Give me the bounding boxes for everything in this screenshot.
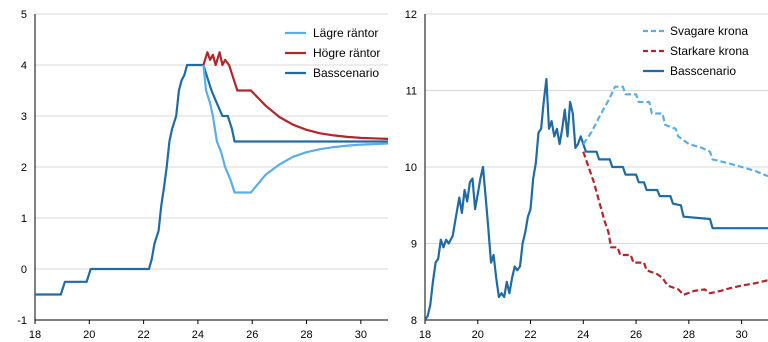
right-x-tick-label: 22 — [524, 329, 536, 341]
left-series-lagre-rantor — [202, 64, 388, 194]
left-legend-label: Lägre räntor — [313, 26, 378, 40]
right-x-tick-label: 18 — [419, 329, 431, 341]
right-panel-chart: 8 9 10 11 12 18 20 22 24 26 28 30 Svagare krona Stark… — [405, 9, 768, 341]
right-x-tick-label: 28 — [683, 329, 695, 341]
right-y-tick-label: 9 — [411, 239, 417, 251]
left-y-tick-label: 3 — [21, 111, 27, 123]
left-x-tick-label: 30 — [355, 329, 367, 341]
left-y-tick-label: 5 — [21, 9, 27, 21]
left-y-tick-label: 0 — [21, 264, 27, 276]
left-legend-label: Basscenario — [313, 66, 379, 80]
left-x-tick-label: 22 — [137, 329, 149, 341]
right-y-tick-label: 12 — [405, 9, 417, 21]
right-legend-label: Basscenario — [670, 64, 736, 78]
right-y-tick-label: 10 — [405, 162, 417, 174]
right-x-tick-label: 24 — [577, 329, 589, 341]
left-y-tick-label: 2 — [21, 162, 27, 174]
right-legend-label: Starkare krona — [670, 44, 749, 58]
left-series-basscenario — [35, 63, 388, 296]
right-series-basscenario — [425, 77, 768, 320]
left-legend-label: Högre räntor — [313, 46, 380, 60]
left-x-tick-label: 18 — [29, 329, 41, 341]
left-y-tick-label: -1 — [17, 315, 27, 327]
left-x-tick-label: 24 — [192, 329, 204, 341]
right-legend-label: Svagare krona — [670, 24, 748, 38]
right-series-starkare-krona — [582, 151, 768, 296]
left-series-hogre-rantor — [202, 51, 388, 140]
left-x-tick-label: 20 — [83, 329, 95, 341]
right-x-tick-label: 20 — [472, 329, 484, 341]
left-panel-chart: -1 0 1 2 3 4 5 18 20 22 24 26 28 30 Lägre räntor Högre … — [17, 9, 388, 341]
right-x-tick-label: 30 — [735, 329, 747, 341]
left-y-tick-label: 1 — [21, 213, 27, 225]
right-y-tick-label: 11 — [406, 86, 417, 98]
left-y-tick-label: 4 — [21, 60, 27, 72]
left-x-tick-label: 28 — [300, 329, 312, 341]
right-x-tick-label: 26 — [630, 329, 642, 341]
right-y-tick-label: 8 — [411, 315, 417, 327]
left-x-tick-label: 26 — [246, 329, 258, 341]
